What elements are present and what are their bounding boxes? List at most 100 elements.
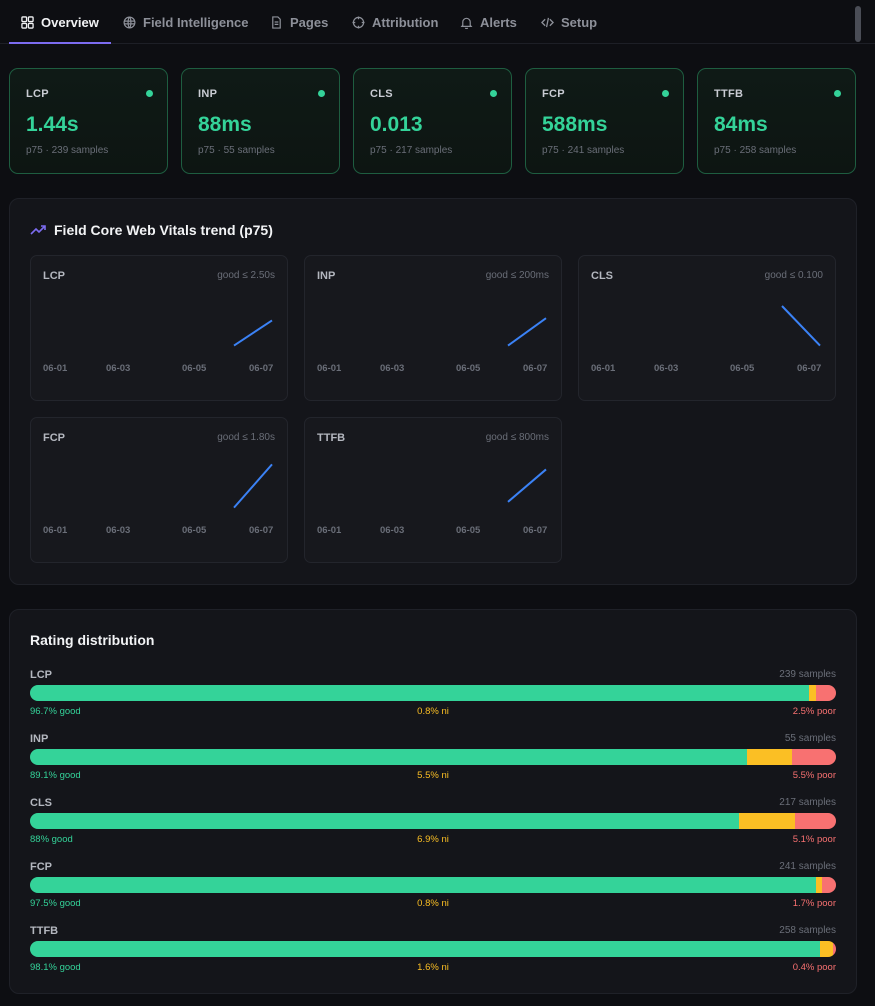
label-poor: 0.4% poor — [792, 962, 836, 973]
x-tick: 06-05 — [456, 363, 481, 374]
bar-segment-good — [30, 941, 820, 957]
x-tick: 06-07 — [523, 525, 548, 536]
bar-segment-ni — [739, 813, 795, 829]
x-tick: 06-01 — [43, 363, 68, 374]
bar-segment-good — [30, 749, 748, 765]
rating-bar[interactable] — [30, 813, 836, 829]
chart-threshold: good ≤ 200ms — [485, 270, 549, 281]
row-metric-name: CLS — [30, 797, 52, 809]
kpi-card-fcp[interactable]: FCP 588ms p75 · 241 samples — [525, 68, 684, 174]
bar-segment-good — [30, 877, 816, 893]
kpi-name: TTFB — [714, 88, 744, 100]
bar-segment-good — [30, 813, 740, 829]
bar-segment-poor — [822, 877, 836, 893]
crosshair-icon — [352, 15, 365, 29]
chart-threshold: good ≤ 0.100 — [764, 270, 823, 281]
bar-segment-poor — [832, 941, 836, 957]
trend-chart-cls: CLS good ≤ 0.100 06-01 06-03 06-05 06-07 — [578, 255, 836, 401]
kpi-card-inp[interactable]: INP 88ms p75 · 55 samples — [181, 68, 340, 174]
rating-bar[interactable] — [30, 877, 836, 893]
tab-label: Attribution — [372, 14, 439, 30]
kpi-name: CLS — [370, 88, 393, 100]
status-dot — [490, 90, 497, 97]
tab-label: Alerts — [480, 14, 517, 30]
row-sample-count: 258 samples — [779, 925, 836, 936]
chart-plot — [233, 463, 273, 509]
tab-attribution[interactable]: Attribution — [352, 0, 438, 44]
rating-bar[interactable] — [30, 941, 836, 957]
x-tick: 06-07 — [249, 525, 274, 536]
bar-segment-poor — [791, 749, 836, 765]
kpi-subtitle: p75 · 241 samples — [542, 145, 625, 156]
x-tick: 06-01 — [317, 363, 342, 374]
trend-chart-fcp: FCP good ≤ 1.80s 06-01 06-03 06-05 06-07 — [30, 417, 288, 563]
x-tick: 06-07 — [523, 363, 548, 374]
x-tick: 06-07 — [249, 363, 274, 374]
x-tick: 06-01 — [43, 525, 68, 536]
row-sample-count: 239 samples — [779, 669, 836, 680]
chart-threshold: good ≤ 2.50s — [217, 270, 275, 281]
rating-bar[interactable] — [30, 749, 836, 765]
tab-setup[interactable]: Setup — [541, 0, 597, 44]
kpi-card-lcp[interactable]: LCP 1.44s p75 · 239 samples — [9, 68, 168, 174]
kpi-card-ttfb[interactable]: TTFB 84ms p75 · 258 samples — [697, 68, 856, 174]
trend-line — [233, 463, 273, 509]
tab-field-intelligence[interactable]: Field Intelligence — [123, 0, 248, 44]
trend-line — [233, 319, 273, 347]
distribution-row-fcp: FCP 241 samples 97.5% good 0.8% ni 1.7% … — [30, 861, 836, 917]
kpi-subtitle: p75 · 217 samples — [370, 145, 453, 156]
trending-up-icon — [30, 225, 46, 235]
bar-segment-ni — [809, 685, 816, 701]
x-tick: 06-03 — [380, 363, 405, 374]
x-tick: 06-03 — [654, 363, 679, 374]
trend-line — [507, 468, 547, 503]
label-ni: 6.9% ni — [417, 834, 449, 845]
status-dot — [834, 90, 841, 97]
x-tick: 06-03 — [106, 363, 131, 374]
tab-alerts[interactable]: Alerts — [460, 0, 517, 44]
label-good: 98.1% good — [30, 962, 81, 973]
chart-metric-name: LCP — [43, 270, 65, 282]
chart-threshold: good ≤ 1.80s — [217, 432, 275, 443]
chart-plot — [781, 305, 821, 347]
label-poor: 5.1% poor — [792, 834, 836, 845]
label-ni: 1.6% ni — [417, 962, 449, 973]
label-ni: 5.5% ni — [417, 770, 449, 781]
kpi-value: 1.44s — [26, 113, 79, 136]
kpi-value: 88ms — [198, 113, 252, 136]
tab-overview[interactable]: Overview — [9, 0, 111, 44]
x-tick: 06-05 — [456, 525, 481, 536]
kpi-subtitle: p75 · 258 samples — [714, 145, 797, 156]
trend-chart-lcp: LCP good ≤ 2.50s 06-01 06-03 06-05 06-07 — [30, 255, 288, 401]
bar-segment-ni — [819, 941, 833, 957]
x-tick: 06-05 — [182, 363, 207, 374]
tab-pages[interactable]: Pages — [270, 0, 328, 44]
kpi-value: 588ms — [542, 113, 608, 136]
status-dot — [318, 90, 325, 97]
kpi-subtitle: p75 · 55 samples — [198, 145, 275, 156]
label-poor: 1.7% poor — [792, 898, 836, 909]
tab-label: Setup — [561, 14, 598, 30]
kpi-card-cls[interactable]: CLS 0.013 p75 · 217 samples — [353, 68, 512, 174]
bar-segment-good — [30, 685, 810, 701]
distribution-panel: Rating distribution LCP 239 samples 96.7… — [9, 609, 857, 994]
chart-metric-name: INP — [317, 270, 336, 282]
rating-bar[interactable] — [30, 685, 836, 701]
label-good: 97.5% good — [30, 898, 81, 909]
tab-label: Pages — [290, 14, 329, 30]
trend-line — [781, 305, 821, 347]
kpi-name: FCP — [542, 88, 565, 100]
distribution-row-lcp: LCP 239 samples 96.7% good 0.8% ni 2.5% … — [30, 669, 836, 725]
label-good: 89.1% good — [30, 770, 81, 781]
chart-plot — [233, 319, 273, 347]
chart-metric-name: FCP — [43, 432, 65, 444]
row-metric-name: INP — [30, 733, 49, 745]
row-metric-name: FCP — [30, 861, 52, 873]
label-ni: 0.8% ni — [417, 706, 449, 717]
chart-metric-name: TTFB — [317, 432, 346, 444]
label-poor: 5.5% poor — [792, 770, 836, 781]
chart-plot — [507, 317, 547, 347]
scrollbar-thumb[interactable] — [855, 6, 861, 42]
panel-title-text: Field Core Web Vitals trend (p75) — [54, 222, 273, 238]
trend-panel-title: Field Core Web Vitals trend (p75) — [30, 222, 273, 238]
